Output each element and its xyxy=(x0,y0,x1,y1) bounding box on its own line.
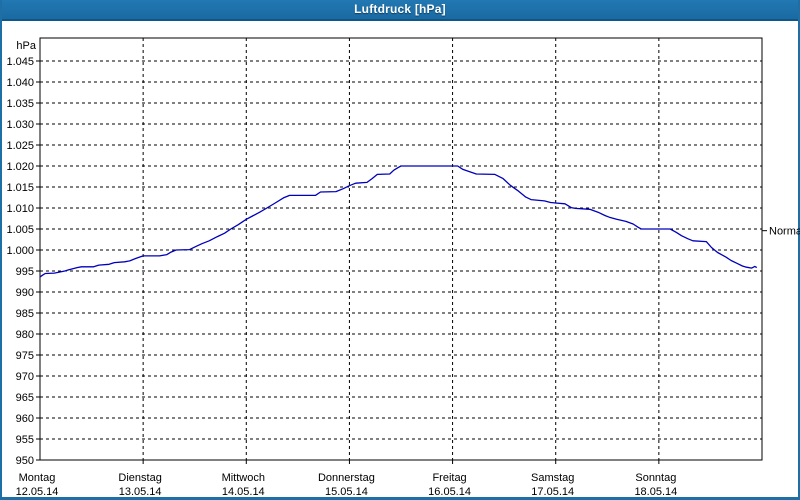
y-tick-label: 1.015 xyxy=(6,182,34,194)
plot-border xyxy=(39,37,763,461)
y-tick-label: 965 xyxy=(16,392,34,404)
day-label: Donnerstag xyxy=(318,472,375,484)
y-tick-label: 1.020 xyxy=(6,161,34,173)
pressure-line xyxy=(39,165,758,278)
unit-label: hPa xyxy=(16,40,36,52)
chart-area: 1.045 1.040 1.035 1.030 1.025 1.020 1.015 1.010… xyxy=(2,21,800,500)
y-tick-label: 1.025 xyxy=(6,140,34,152)
y-tick-label: 960 xyxy=(16,413,34,425)
date-label: 15.05.14 xyxy=(325,486,368,498)
y-tick-label: 1.040 xyxy=(6,77,34,89)
titlebar[interactable]: Luftdruck [hPa] xyxy=(2,0,798,21)
y-tick-label: 1.010 xyxy=(6,203,34,215)
y-tick-label: 1.005 xyxy=(6,224,34,236)
day-label: Montag xyxy=(19,472,56,484)
date-label: 13.05.14 xyxy=(119,486,162,498)
y-tick-label: 1.035 xyxy=(6,98,34,110)
y-tick-label: 1.045 xyxy=(6,56,34,68)
date-label: 14.05.14 xyxy=(222,486,265,498)
y-tick-label: 970 xyxy=(16,371,34,383)
y-tick-label: 1.000 xyxy=(6,245,34,257)
y-tick-label: 1.030 xyxy=(6,119,34,131)
day-label: Mittwoch xyxy=(222,472,265,484)
date-label: 18.05.14 xyxy=(634,486,677,498)
date-label: 16.05.14 xyxy=(428,486,471,498)
day-label: Sonntag xyxy=(635,472,676,484)
y-tick-label: 990 xyxy=(16,287,34,299)
y-tick-label: 950 xyxy=(16,455,34,467)
day-label: Freitag xyxy=(432,472,466,484)
y-tick-label: 980 xyxy=(16,329,34,341)
y-tick-label: 995 xyxy=(16,266,34,278)
y-tick-label: 985 xyxy=(16,308,34,320)
y-tick-label: 955 xyxy=(16,434,34,446)
day-label: Samstag xyxy=(531,472,574,484)
normal-label: Normal xyxy=(769,226,800,238)
date-label: 17.05.14 xyxy=(531,486,574,498)
pressure-chart: 1.045 1.040 1.035 1.030 1.025 1.020 1.015 1.010… xyxy=(6,37,800,498)
y-tick-label: 975 xyxy=(16,350,34,362)
day-label: Dienstag xyxy=(118,472,161,484)
date-label: 12.05.14 xyxy=(16,486,59,498)
window-title: Luftdruck [hPa] xyxy=(354,2,446,16)
